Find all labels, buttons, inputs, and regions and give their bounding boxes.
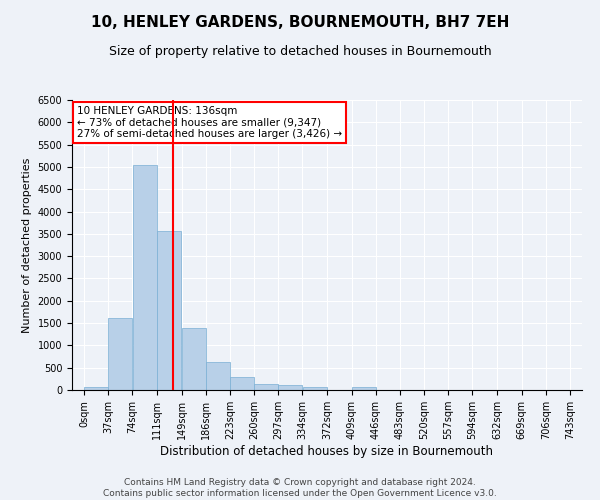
Bar (230, 377, 254, 390)
Text: Contains HM Land Registry data © Crown copyright and database right 2024.
Contai: Contains HM Land Registry data © Crown c… (103, 478, 497, 498)
Bar (352, 388, 376, 390)
Bar (84, 386, 108, 390)
X-axis label: Distribution of detached houses by size in Bournemouth: Distribution of detached houses by size … (161, 445, 493, 458)
Bar (182, 328, 206, 390)
Bar (278, 385, 302, 390)
Text: 10, HENLEY GARDENS, BOURNEMOUTH, BH7 7EH: 10, HENLEY GARDENS, BOURNEMOUTH, BH7 7EH (91, 15, 509, 30)
Bar (302, 386, 326, 390)
Bar (133, 164, 157, 390)
Text: Size of property relative to detached houses in Bournemouth: Size of property relative to detached ho… (109, 45, 491, 58)
Text: 10 HENLEY GARDENS: 136sqm
← 73% of detached houses are smaller (9,347)
27% of se: 10 HENLEY GARDENS: 136sqm ← 73% of detac… (77, 106, 342, 139)
Y-axis label: Number of detached properties: Number of detached properties (22, 158, 32, 332)
Bar (254, 384, 278, 390)
Bar (157, 230, 181, 390)
Bar (206, 362, 230, 390)
Bar (109, 318, 133, 390)
